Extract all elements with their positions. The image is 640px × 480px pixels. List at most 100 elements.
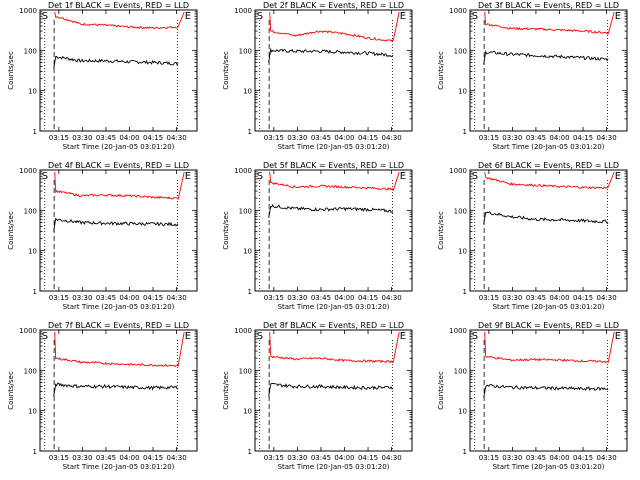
start-marker-label: S xyxy=(42,331,48,342)
x-tick-label: 04:30 xyxy=(166,294,186,302)
start-marker-label: S xyxy=(257,11,263,22)
y-tick-label: 100 xyxy=(24,47,37,55)
y-tick-label: 1000 xyxy=(19,327,37,335)
x-tick-label: 03:30 xyxy=(72,134,92,142)
end-marker-label: E xyxy=(185,331,191,342)
y-tick-label: 1 xyxy=(248,128,252,136)
end-marker-label: E xyxy=(400,171,406,182)
lld-series-line xyxy=(484,331,615,364)
x-tick-label: 03:30 xyxy=(287,294,307,302)
x-tick-label: 04:00 xyxy=(334,134,354,142)
start-marker-label: S xyxy=(472,11,478,22)
x-tick-label: 04:30 xyxy=(381,134,401,142)
y-tick-label: 100 xyxy=(239,47,252,55)
y-axis-label: Counts/sec xyxy=(222,371,230,410)
x-tick-label: 03:30 xyxy=(502,294,522,302)
end-marker-label: E xyxy=(615,171,621,182)
x-tick-label: 04:30 xyxy=(381,294,401,302)
plot-frame xyxy=(254,329,413,452)
y-tick-label: 100 xyxy=(239,367,252,375)
x-tick-label: 03:30 xyxy=(72,454,92,462)
y-axis-label: Counts/sec xyxy=(437,51,445,90)
x-tick-label: 03:15 xyxy=(264,134,284,142)
y-axis-label: Counts/sec xyxy=(437,211,445,250)
y-axis-label: Counts/sec xyxy=(437,371,445,410)
y-tick-label: 10 xyxy=(243,248,252,256)
y-tick-label: 10 xyxy=(243,408,252,416)
x-axis-label: Start Time (20-Jan-05 03:01:20) xyxy=(278,143,390,151)
y-tick-label: 100 xyxy=(454,47,467,55)
x-tick-label: 04:00 xyxy=(334,454,354,462)
plot-frame xyxy=(39,9,198,132)
detector-panel: Det 7f BLACK = Events, RED = LLD 1 10 100 10… xyxy=(7,321,198,471)
y-tick-label: 1000 xyxy=(234,7,252,15)
x-axis-label: Start Time (20-Jan-05 03:01:20) xyxy=(63,463,175,471)
lld-series-line xyxy=(54,171,185,200)
x-tick-label: 03:15 xyxy=(479,134,499,142)
y-tick-label: 1000 xyxy=(234,327,252,335)
events-series-line xyxy=(53,55,179,69)
x-tick-label: 03:15 xyxy=(479,294,499,302)
x-tick-label: 04:15 xyxy=(143,294,163,302)
y-tick-label: 10 xyxy=(458,88,467,96)
lld-series-line xyxy=(269,331,400,364)
start-marker-label: S xyxy=(257,171,263,182)
x-tick-label: 04:15 xyxy=(143,454,163,462)
x-tick-label: 03:30 xyxy=(502,134,522,142)
detector-panel: Det 6f BLACK = Events, RED = LLD 1 10 100 10… xyxy=(437,161,628,311)
y-tick-label: 1000 xyxy=(234,167,252,175)
events-series-line xyxy=(268,203,394,218)
x-tick-label: 03:30 xyxy=(72,294,92,302)
start-marker-label: S xyxy=(257,331,263,342)
end-marker-label: E xyxy=(185,171,191,182)
y-tick-label: 100 xyxy=(24,207,37,215)
y-tick-label: 10 xyxy=(28,88,37,96)
detector-panel: Det 1f BLACK = Events, RED = LLD 1 10 100 10… xyxy=(7,1,198,151)
x-tick-label: 03:45 xyxy=(96,454,116,462)
plot-frame xyxy=(39,329,198,452)
y-tick-label: 1 xyxy=(248,448,252,456)
lld-series-line xyxy=(269,11,400,42)
x-axis-label: Start Time (20-Jan-05 03:01:20) xyxy=(63,143,175,151)
start-marker-label: S xyxy=(42,171,48,182)
y-tick-label: 100 xyxy=(454,207,467,215)
lld-series-line xyxy=(269,171,400,192)
y-tick-label: 1 xyxy=(463,288,467,296)
plot-frame xyxy=(469,169,628,292)
detector-panel: Det 4f BLACK = Events, RED = LLD 1 10 100 10… xyxy=(7,161,198,311)
y-axis-label: Counts/sec xyxy=(222,211,230,250)
x-tick-label: 04:00 xyxy=(119,454,139,462)
panel-title: Det 8f BLACK = Events, RED = LLD xyxy=(263,321,404,330)
x-tick-label: 03:45 xyxy=(526,294,546,302)
x-tick-label: 04:30 xyxy=(166,454,186,462)
plot-frame xyxy=(254,169,413,292)
x-tick-label: 03:15 xyxy=(479,454,499,462)
x-tick-label: 04:30 xyxy=(596,294,616,302)
y-tick-label: 10 xyxy=(458,248,467,256)
detector-panel: Det 2f BLACK = Events, RED = LLD 1 10 100 10… xyxy=(222,1,413,151)
y-axis-label: Counts/sec xyxy=(7,51,15,90)
x-tick-label: 04:30 xyxy=(166,134,186,142)
y-tick-label: 10 xyxy=(243,88,252,96)
x-axis-label: Start Time (20-Jan-05 03:01:20) xyxy=(278,303,390,311)
events-series-line xyxy=(53,217,179,232)
x-tick-label: 04:15 xyxy=(573,134,593,142)
end-marker-label: E xyxy=(615,331,621,342)
events-series-line xyxy=(483,384,609,398)
x-tick-label: 03:15 xyxy=(49,134,69,142)
x-tick-label: 03:15 xyxy=(49,454,69,462)
y-tick-label: 1000 xyxy=(449,167,467,175)
y-tick-label: 1 xyxy=(463,448,467,456)
plot-frame xyxy=(254,9,413,132)
plot-frame xyxy=(39,169,198,292)
x-tick-label: 03:30 xyxy=(502,454,522,462)
x-tick-label: 03:45 xyxy=(526,134,546,142)
y-tick-label: 1000 xyxy=(449,7,467,15)
x-tick-label: 03:45 xyxy=(526,454,546,462)
x-axis-label: Start Time (20-Jan-05 03:01:20) xyxy=(493,143,605,151)
detector-panel: Det 9f BLACK = Events, RED = LLD 1 10 100 10… xyxy=(437,321,628,471)
events-series-line xyxy=(268,383,394,397)
end-marker-label: E xyxy=(185,11,191,22)
detector-panel: Det 5f BLACK = Events, RED = LLD 1 10 100 10… xyxy=(222,161,413,311)
